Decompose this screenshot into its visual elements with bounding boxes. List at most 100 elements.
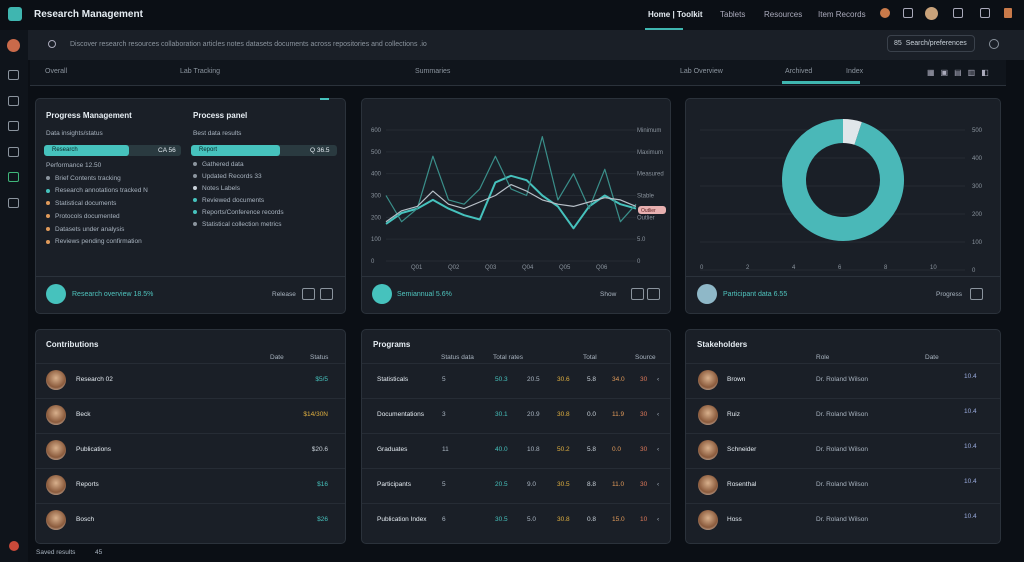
tab-overall[interactable]: Overall: [45, 68, 68, 75]
row-cell: 30: [640, 481, 648, 488]
sidebar-dashboard-icon[interactable]: [8, 70, 19, 80]
x-tick-label: Q06: [596, 265, 608, 271]
row-cell: 30: [640, 446, 648, 453]
table-row[interactable]: [362, 398, 670, 399]
nav-home[interactable]: Home | Toolkit: [648, 10, 703, 19]
table-row[interactable]: [36, 363, 345, 364]
row-cell: 11.9: [612, 411, 625, 418]
list-item: Reviewed documents: [193, 195, 284, 207]
row-cell: 0.8: [587, 516, 597, 523]
table-row[interactable]: [362, 363, 670, 364]
table-row[interactable]: [362, 503, 670, 504]
y-right-tick-label: Maximum: [637, 150, 663, 156]
table-row[interactable]: [686, 363, 1000, 364]
row-action-icon[interactable]: ‹: [657, 446, 660, 453]
expand-icon[interactable]: [631, 288, 644, 300]
nav-active-indicator: [645, 28, 683, 30]
y-tick-label: 100: [972, 240, 983, 246]
row-name: Reports: [76, 481, 99, 488]
chart-icon[interactable]: [1004, 8, 1012, 18]
list-item-label: Brief Contents tracking: [55, 174, 121, 182]
series-line-secondary: [385, 136, 637, 223]
tab-summaries[interactable]: Summaries: [415, 68, 451, 75]
grid-icon[interactable]: [903, 8, 913, 18]
table-row[interactable]: [36, 398, 345, 399]
nav-resources[interactable]: Resources: [764, 10, 803, 19]
sidebar-reports-icon[interactable]: [8, 172, 19, 182]
row-count: 5: [442, 376, 446, 383]
sidebar-grid-icon[interactable]: [8, 96, 19, 106]
filter-label: Search/preferences: [905, 40, 967, 47]
nav-records[interactable]: Item Records: [818, 10, 866, 19]
export-icon[interactable]: [320, 288, 333, 300]
row-role: Dr. Roland Wilson: [816, 481, 869, 488]
help-icon[interactable]: [9, 541, 19, 551]
row-name: Statisticals: [377, 376, 409, 383]
row-action-icon[interactable]: ‹: [657, 516, 660, 523]
contributions-title: Contributions: [46, 340, 99, 349]
row-cell: 30.6: [557, 376, 570, 383]
row-cell: 30.8: [557, 411, 570, 418]
row-action-icon[interactable]: ‹: [657, 411, 660, 418]
search-input[interactable]: Discover research resources collaboratio…: [70, 41, 427, 48]
tab-archived[interactable]: Archived: [785, 68, 813, 75]
notification-icon[interactable]: [880, 8, 890, 18]
annotation-badge: [638, 206, 666, 214]
nav-tablets[interactable]: Tablets: [720, 10, 746, 19]
line-chart-panel: [361, 98, 671, 314]
bullet-icon: [46, 175, 50, 180]
table-row[interactable]: [36, 433, 345, 434]
col-status-data: Status data: [441, 354, 474, 361]
sidebar-settings-icon[interactable]: [8, 198, 19, 208]
row-cell: 10.8: [527, 446, 540, 453]
y-right-tick-label: 5.0: [637, 237, 646, 243]
table-row[interactable]: [36, 468, 345, 469]
row-value: 10.4: [964, 373, 977, 380]
list-item-label: Updated Records 33: [202, 173, 262, 180]
tab-index[interactable]: Index: [846, 68, 864, 75]
list-item: Brief Contents tracking: [46, 173, 148, 186]
row-cell: 5.8: [587, 376, 597, 383]
table-row[interactable]: [686, 398, 1000, 399]
list-item-label: Protocols documented: [55, 212, 120, 220]
row-cell: 30.1: [495, 411, 508, 418]
row-cell: 20.5: [495, 481, 508, 488]
download-icon[interactable]: [953, 8, 963, 18]
search-bar[interactable]: [28, 30, 1024, 60]
bullet-icon: [46, 201, 50, 206]
chart-footer-right: Show: [600, 291, 617, 298]
table-row[interactable]: [686, 468, 1000, 469]
share-icon[interactable]: [980, 8, 990, 18]
expand-icon[interactable]: [302, 288, 315, 300]
view-toggle-icons[interactable]: ▦▣▤▥◧: [927, 68, 995, 77]
x-tick-label: 4: [792, 265, 796, 271]
user-avatar[interactable]: [925, 7, 938, 20]
table-row[interactable]: [686, 503, 1000, 504]
row-action-icon[interactable]: ‹: [657, 376, 660, 383]
refresh-icon[interactable]: [989, 39, 999, 49]
table-row[interactable]: [36, 503, 345, 504]
row-action-icon[interactable]: ‹: [657, 481, 660, 488]
process-bar-fill: Report: [191, 145, 281, 156]
x-tick-label: 6: [838, 265, 842, 271]
expand-icon[interactable]: [970, 288, 983, 300]
avatar: [698, 510, 718, 530]
tab-lab-overview[interactable]: Lab Overview: [680, 68, 723, 75]
tab-lab-tracking[interactable]: Lab Tracking: [180, 68, 221, 75]
y-tick-label: 500: [371, 150, 382, 156]
y-tick-label: 200: [972, 212, 983, 218]
avatar: [46, 370, 66, 390]
table-row[interactable]: [362, 433, 670, 434]
donut-slice-main: [782, 119, 904, 241]
export-icon[interactable]: [647, 288, 660, 300]
col-total-rates: Total rates: [493, 354, 523, 361]
row-cell: 40.0: [495, 446, 508, 453]
table-row[interactable]: [686, 433, 1000, 434]
table-row[interactable]: [362, 468, 670, 469]
sidebar-calendar-icon[interactable]: [8, 121, 19, 131]
process-title: Process panel: [193, 111, 248, 120]
x-tick-label: Q05: [559, 265, 571, 271]
sidebar-people-icon[interactable]: [8, 147, 19, 157]
filter-button[interactable]: 85 Search/preferences: [887, 35, 975, 52]
profile-avatar[interactable]: [7, 39, 20, 52]
